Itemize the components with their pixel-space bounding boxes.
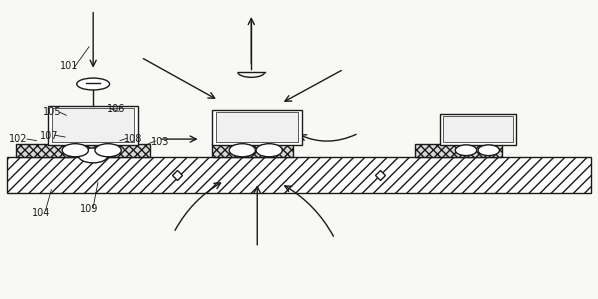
Text: 101: 101 [60,61,78,71]
Bar [416,144,502,157]
Text: 106: 106 [107,104,126,114]
Ellipse shape [77,78,109,90]
Bar [7,157,591,193]
Bar [81,144,150,157]
Text: 103: 103 [151,137,170,147]
Text: 109: 109 [80,204,98,214]
Text: 105: 105 [43,107,62,117]
Text: 104: 104 [32,208,50,219]
Bar [212,144,293,157]
Text: 107: 107 [41,131,59,141]
Circle shape [455,145,477,155]
Circle shape [95,144,121,157]
Bar [212,110,302,145]
Circle shape [256,144,282,157]
Text: 108: 108 [124,134,142,144]
Bar [48,106,138,145]
Circle shape [78,148,108,163]
Bar [216,112,298,142]
Bar [52,108,135,142]
Bar [440,114,516,145]
Text: 102: 102 [10,134,28,144]
Circle shape [229,144,255,157]
Bar [16,144,72,157]
Circle shape [478,145,499,155]
Circle shape [62,144,89,157]
Bar [443,116,513,142]
